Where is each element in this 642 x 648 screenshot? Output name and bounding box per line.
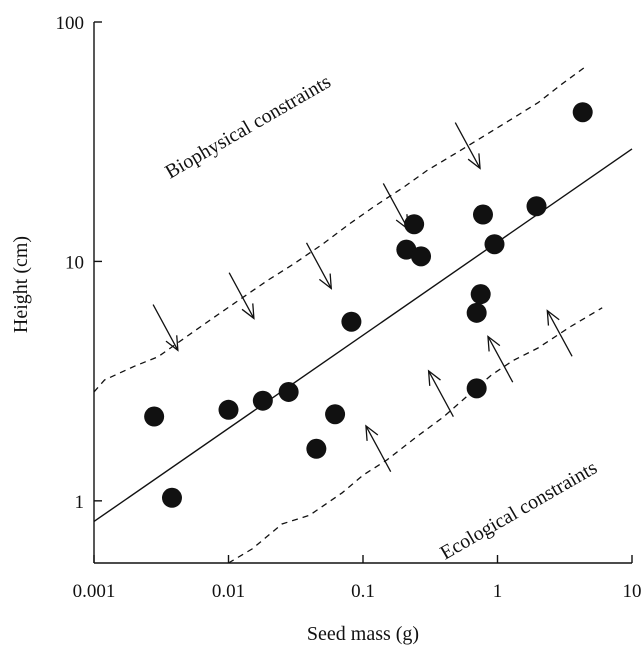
x-ticks: 0.001 0.01 0.1 1 10: [73, 555, 642, 602]
arrow-head: [487, 335, 501, 352]
y-tick-label: 100: [56, 13, 85, 34]
data-point: [470, 284, 491, 305]
arrow-shaft: [228, 272, 255, 319]
arrow-down: [152, 304, 179, 352]
y-tick-label: 10: [65, 252, 84, 273]
arrow-shaft: [454, 122, 481, 169]
arrow-shaft: [382, 183, 409, 230]
data-point: [466, 378, 487, 399]
arrow-up: [427, 369, 454, 417]
arrow-head: [546, 309, 560, 326]
x-tick-label: 0.01: [212, 581, 245, 602]
arrow-up: [365, 424, 392, 472]
x-tick-label: 0.001: [73, 581, 116, 602]
x-tick-label: 10: [623, 581, 642, 602]
upper-constraint-line: [93, 66, 586, 393]
arrow-shaft: [546, 310, 573, 357]
y-axis-title: Height (cm): [10, 236, 32, 333]
arrow-shaft: [428, 370, 454, 417]
lower-constraint-line: [228, 307, 603, 564]
data-point: [466, 302, 487, 323]
data-point: [411, 246, 432, 267]
data-point: [484, 234, 505, 255]
arrow-down: [454, 122, 481, 170]
arrow-up: [487, 335, 514, 383]
data-point: [325, 404, 346, 425]
data-point: [472, 204, 493, 225]
labels: Seed mass (g) Height (cm) Biophysical co…: [10, 71, 601, 645]
axes: 0.001 0.01 0.1 1 10 1 10 100: [56, 13, 642, 602]
data-point: [404, 214, 425, 235]
data-point: [161, 487, 182, 508]
arrow-down: [305, 242, 333, 290]
ecological-constraints-label: Ecological constraints: [437, 457, 602, 565]
y-tick-label: 1: [75, 492, 85, 513]
arrow-head: [427, 369, 441, 386]
arrow-head: [365, 424, 379, 441]
data-point: [278, 381, 299, 402]
data-point: [306, 438, 327, 459]
arrow-shaft: [152, 304, 179, 351]
x-axis-title: Seed mass (g): [307, 623, 419, 645]
regression-line: [93, 148, 633, 523]
data-point: [526, 196, 547, 217]
arrow-shaft: [365, 425, 392, 472]
y-ticks: 1 10 100: [56, 13, 102, 513]
data-point: [252, 390, 273, 411]
biophysical-constraints-label: Biophysical constraints: [162, 71, 335, 184]
data-point: [572, 102, 593, 123]
data-point: [218, 399, 239, 420]
arrow-head: [165, 335, 179, 352]
data-point: [341, 311, 362, 332]
x-tick-label: 1: [493, 581, 503, 602]
data-point: [144, 406, 165, 427]
arrow-head: [318, 273, 333, 290]
arrow-up: [546, 309, 573, 357]
arrow-shaft: [487, 336, 514, 383]
arrow-head: [241, 303, 255, 320]
arrow-down: [228, 272, 255, 320]
arrow-shaft: [305, 242, 332, 289]
arrow-head: [467, 153, 481, 170]
constraint-arrows: [152, 122, 573, 472]
x-tick-label: 0.1: [351, 581, 375, 602]
data-points: [144, 102, 593, 508]
